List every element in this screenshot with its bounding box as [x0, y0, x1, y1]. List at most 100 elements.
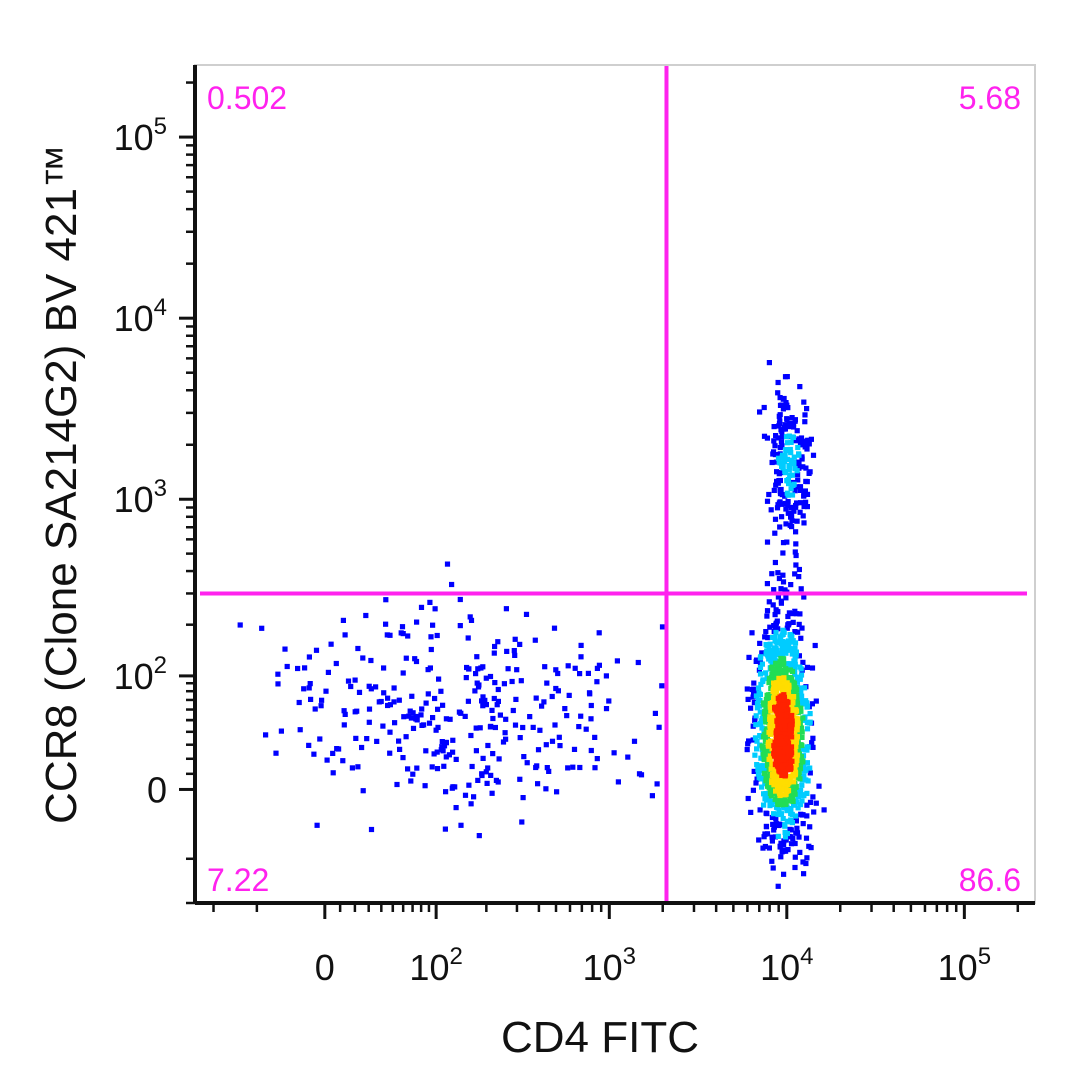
event-dot: [349, 765, 355, 771]
event-dot: [768, 507, 774, 513]
event-dot: [342, 632, 348, 638]
event-dot: [792, 655, 798, 661]
event-dot: [783, 521, 789, 527]
event-dot: [804, 802, 810, 808]
event-dot: [792, 466, 798, 472]
event-dot: [795, 749, 801, 755]
event-dot: [553, 667, 559, 673]
event-dot: [592, 765, 598, 771]
event-dot: [782, 458, 788, 465]
event-dot: [534, 763, 540, 769]
x-tick-label: 105: [938, 943, 991, 988]
event-dot: [476, 833, 482, 839]
event-dot: [767, 756, 773, 762]
event-dot: [485, 765, 491, 771]
event-dot: [804, 744, 810, 750]
event-dot: [431, 751, 437, 757]
event-dot: [809, 740, 815, 746]
event-dot: [323, 688, 329, 694]
event-dot: [780, 653, 786, 659]
event-dot: [501, 681, 507, 687]
event-dot: [352, 709, 358, 715]
event-dot: [588, 747, 594, 754]
event-dot: [359, 744, 365, 751]
event-dot: [387, 702, 393, 708]
event-dot: [503, 716, 509, 722]
event-dot: [492, 724, 498, 731]
y-tick-label: 103: [114, 475, 167, 520]
y-axis-ticks: 0 102 103 104 105: [114, 81, 195, 905]
event-dot: [798, 635, 804, 641]
event-dot: [578, 713, 584, 719]
event-dot: [435, 706, 441, 712]
event-dot: [753, 693, 759, 699]
event-dot: [799, 782, 805, 788]
event-dot: [543, 786, 549, 792]
event-dot: [788, 439, 794, 445]
event-dot: [780, 406, 786, 412]
event-dot: [793, 652, 799, 658]
event-dot: [787, 465, 793, 471]
event-dot: [788, 841, 795, 847]
event-dot: [330, 770, 336, 776]
event-dot: [368, 826, 375, 833]
event-dot: [749, 630, 755, 636]
quadrant-percentage-bottom-left: 7.22: [207, 862, 269, 898]
event-dot: [325, 669, 331, 675]
event-dot: [457, 596, 463, 603]
event-dot: [791, 454, 797, 460]
event-dot: [764, 811, 770, 817]
event-dot: [482, 697, 488, 703]
event-dot: [779, 688, 785, 694]
event-dot: [787, 766, 793, 772]
event-dot: [444, 561, 451, 567]
event-dot: [380, 723, 386, 729]
event-dot: [440, 748, 446, 754]
event-dot: [488, 772, 494, 778]
event-dot: [788, 582, 794, 588]
quadrant-percentage-top-left: 0.502: [207, 80, 287, 116]
event-dot: [767, 648, 773, 654]
event-dot: [311, 751, 317, 757]
event-dot: [786, 833, 792, 840]
event-dot: [783, 837, 789, 843]
event-dot: [790, 611, 796, 617]
event-dot: [530, 724, 536, 730]
event-dot: [319, 697, 325, 703]
event-dot: [777, 477, 783, 484]
event-dot: [770, 659, 776, 665]
event-dot: [493, 777, 499, 783]
event-dot: [756, 837, 762, 843]
event-dot: [783, 791, 789, 797]
event-dot: [771, 824, 777, 830]
plot-frame: [193, 64, 1036, 905]
event-dot: [788, 705, 794, 711]
event-dot: [410, 710, 416, 716]
event-dot: [778, 655, 784, 662]
event-dot: [779, 648, 785, 654]
event-dot: [282, 646, 288, 652]
event-dot: [764, 734, 770, 740]
event-dot: [768, 799, 774, 805]
event-dot: [791, 779, 797, 785]
event-dot: [784, 692, 790, 698]
event-dot: [761, 765, 767, 772]
event-dot: [757, 640, 763, 646]
event-dot: [775, 805, 781, 811]
event-dot: [480, 755, 486, 761]
event-dot: [512, 652, 518, 658]
event-dot: [757, 807, 763, 813]
event-dot: [780, 572, 786, 578]
event-dot: [761, 404, 767, 411]
y-axis-title: CCR8 (Clone SA214G2) BV 421™: [37, 144, 86, 824]
event-dot: [795, 471, 801, 477]
event-dot: [807, 770, 813, 776]
event-dot: [410, 725, 417, 731]
event-dot: [505, 666, 511, 672]
event-dot: [763, 774, 769, 780]
event-dot: [542, 664, 548, 670]
event-dot: [275, 671, 281, 677]
event-dot: [785, 622, 792, 628]
event-dot: [635, 659, 641, 666]
event-dot: [771, 654, 777, 660]
